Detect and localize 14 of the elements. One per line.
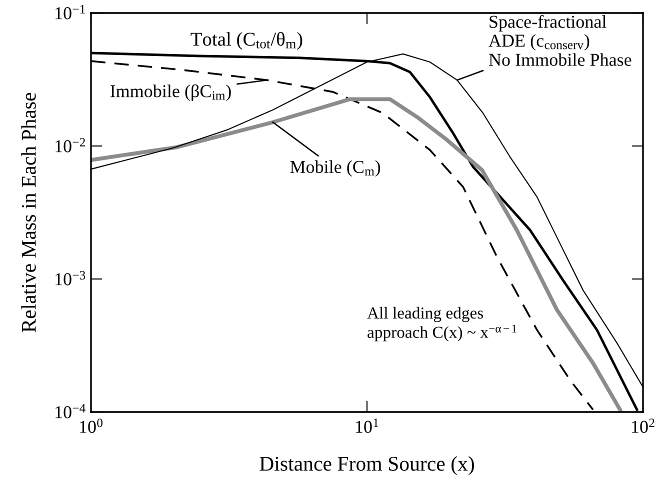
x-tick-label: 10$^{2}$ bbox=[632, 418, 654, 433]
y-axis-title: Relative Mass in Each Phase bbox=[21, 92, 36, 332]
x-tick-label: 10$^{1}$ bbox=[356, 418, 378, 433]
y-tick-label: 10$^{−1}$ bbox=[56, 5, 85, 20]
annotation: Mobile (C$_{m}$) bbox=[290, 160, 380, 177]
y-tick-label: 10$^{−3}$ bbox=[56, 271, 86, 286]
y-tick-label: 10$^{−4}$ bbox=[56, 404, 86, 418]
x-tick-label: 10$^{0}$ bbox=[80, 418, 102, 433]
annotation: Immobile (βC$_{im}$) bbox=[110, 84, 231, 101]
annotation: Space-fractional ADE (c$_{conserv}$) No Immobile Phase bbox=[488, 14, 632, 66]
annotation: Total (C$_{tot}$/θ$_{m}$) bbox=[190, 32, 302, 50]
annotation: All leading edges approach C(x) ~ x$^{−α−1}$ bbox=[367, 306, 516, 342]
y-tick-label: 10$^{−2}$ bbox=[56, 138, 85, 152]
x-axis-title: Distance From Source (x) bbox=[260, 456, 474, 476]
